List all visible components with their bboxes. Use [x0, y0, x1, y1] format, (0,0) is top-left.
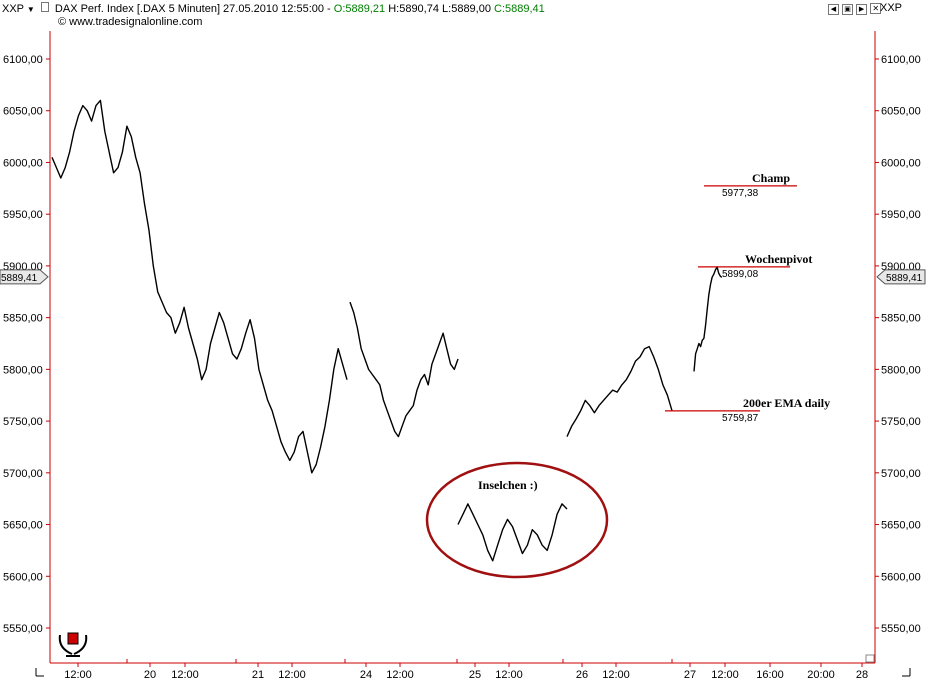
y-tick-label-right: 5600,00: [881, 571, 921, 583]
ohlc-close: C:5889,41: [494, 3, 545, 15]
level-value-label: 5899,08: [722, 269, 759, 280]
chart-header: XXP ▼ DAX Perf. Index [.DAX 5 Minuten] 2…: [0, 0, 929, 30]
x-tick-label: 27: [684, 669, 696, 681]
x-tick-label: 20:00: [807, 669, 835, 681]
resize-handle-icon: [865, 654, 875, 663]
x-tick-label: 28: [856, 669, 868, 681]
annotation-label: Inselchen :): [478, 478, 538, 492]
x-tick-label: 12:00: [64, 669, 92, 681]
y-tick-label-right: 6050,00: [881, 106, 921, 118]
window-restore-icon[interactable]: ▣: [842, 4, 854, 15]
laurel-right: [73, 634, 88, 655]
ohlc-low: L:5889,00: [442, 3, 491, 15]
scroll-left-icon[interactable]: ◀: [828, 4, 839, 15]
price-series-line: [566, 345, 673, 437]
chart-axes: [35, 31, 911, 677]
level-value-label: 5759,87: [722, 413, 759, 424]
price-series-line: [457, 503, 568, 562]
current-price-label-left: 5889,41: [1, 273, 38, 284]
x-tick-label: 12:00: [495, 669, 523, 681]
x-tick-label: 24: [360, 669, 372, 681]
chevron-down-icon[interactable]: ▼: [26, 5, 35, 14]
logo-icon: [58, 632, 88, 657]
level-lines: Champ 5977,38 Wochenpivot 5899,08 200er EMA …: [0, 171, 926, 424]
y-tick-label-right: 5750,00: [881, 416, 921, 428]
price-series-line: [693, 266, 723, 372]
x-tick-label: 12:00: [278, 669, 306, 681]
instrument-selector[interactable]: XXP: [2, 3, 24, 15]
x-tick-label: 16:00: [756, 669, 784, 681]
x-tick-label: 21: [252, 669, 264, 681]
header-row-1: XXP ▼ DAX Perf. Index [.DAX 5 Minuten] 2…: [2, 2, 545, 15]
ohlc-high: H:5890,74: [388, 3, 439, 15]
y-tick-label-left: 6000,00: [3, 157, 43, 169]
window-controls: ◀ ▣ ▶ ✕: [828, 2, 882, 15]
x-tick-label: 25: [469, 669, 481, 681]
y-tick-label-left: 6050,00: [3, 106, 43, 118]
x-tick-label: 20: [144, 669, 156, 681]
y-tick-label-left: 5850,00: [3, 313, 43, 325]
y-tick-label-right: 5700,00: [881, 468, 921, 480]
y-tick-label-right: 5550,00: [881, 623, 921, 635]
level-value-label: 5977,38: [722, 188, 759, 199]
ohlc-open: O:5889,21: [333, 3, 386, 15]
axis-ticks: 6100,00 6100,00 6050,00 6050,00 6000,00 6000,…: [3, 54, 921, 681]
y-tick-label-left: 6100,00: [3, 54, 43, 66]
price-series: [51, 99, 723, 562]
y-tick-label-left: 5600,00: [3, 571, 43, 583]
current-price-tag-left: [0, 269, 49, 285]
logo-cube: [67, 632, 79, 645]
y-tick-label-left: 5650,00: [3, 520, 43, 532]
x-tick-label: 26: [576, 669, 588, 681]
pin-icon: [40, 2, 49, 12]
x-tick-label: 12:00: [602, 669, 630, 681]
y-tick-label-right: 5650,00: [881, 520, 921, 532]
y-tick-label-right: 5800,00: [881, 364, 921, 376]
y-tick-label-left: 5950,00: [3, 209, 43, 221]
annotation-ellipse: [425, 461, 609, 579]
y-tick-label-left: 5750,00: [3, 416, 43, 428]
current-price-tag-right: [876, 269, 926, 285]
current-price-label-right: 5889,41: [886, 273, 923, 284]
x-tick-label: 12:00: [386, 669, 414, 681]
copyright-line: © www.tradesignalonline.com: [58, 16, 203, 28]
x-tick-label: 12:00: [171, 669, 199, 681]
x-tick-label: 12:00: [711, 669, 739, 681]
y-tick-label-left: 5800,00: [3, 364, 43, 376]
close-icon[interactable]: ✕: [870, 3, 882, 14]
annotations: Inselchen :): [58, 461, 609, 657]
chart-title: DAX Perf. Index [.DAX 5 Minuten] 27.05.2…: [54, 3, 331, 15]
y-tick-label-right: 5950,00: [881, 209, 921, 221]
y-tick-label-right: 6000,00: [881, 157, 921, 169]
laurel-left: [58, 634, 73, 655]
y-tick-label-right: 6100,00: [881, 54, 921, 66]
level-name-label: 200er EMA daily: [743, 396, 830, 410]
y-tick-label-right: 5850,00: [881, 313, 921, 325]
price-series-line: [51, 99, 348, 474]
y-tick-label-left: 5700,00: [3, 468, 43, 480]
scroll-right-icon[interactable]: ▶: [856, 4, 868, 15]
instrument-selector-right[interactable]: XXP: [880, 2, 903, 14]
level-name-label: Wochenpivot: [745, 252, 812, 266]
price-series-line: [349, 301, 459, 438]
y-tick-label-left: 5550,00: [3, 623, 43, 635]
level-name-label: Champ: [752, 171, 790, 185]
